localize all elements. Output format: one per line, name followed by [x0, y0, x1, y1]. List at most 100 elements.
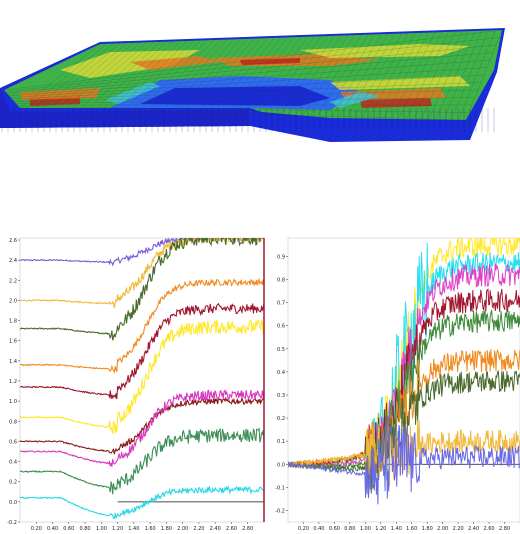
model-grid-line — [228, 37, 288, 114]
series-group — [20, 238, 264, 520]
model-grid-line — [175, 39, 241, 113]
model-grid-line — [168, 39, 235, 113]
y-tick-label: 0.5 — [277, 347, 285, 353]
model-grid-line — [9, 59, 491, 97]
x-tick-label: 1.00 — [360, 526, 371, 532]
x-tick-label: 2.80 — [499, 526, 510, 532]
series-line — [20, 427, 264, 495]
model-grid-line — [57, 42, 134, 110]
y-tick-label: 0.2 — [277, 416, 285, 422]
model-grid-line — [361, 33, 409, 118]
y-tick-label: 0.1 — [277, 439, 285, 445]
reservoir-grid-model — [0, 28, 505, 142]
model-grid-line — [421, 31, 462, 119]
model-property-patch — [330, 76, 470, 90]
x-tick-label: 2.00 — [437, 526, 448, 532]
x-tick-label: 0.20 — [31, 526, 42, 532]
model-grid-line — [242, 36, 302, 115]
model-grid-line — [272, 35, 328, 115]
x-tick-label: 0.60 — [329, 526, 340, 532]
x-tick-label: 2.60 — [226, 526, 237, 532]
series-line — [20, 389, 264, 467]
model-grid-line — [190, 38, 255, 113]
series-line — [20, 302, 264, 400]
model-grid-line — [287, 35, 342, 116]
x-tick-label: 0.80 — [344, 526, 355, 532]
x-tick-label: 1.40 — [391, 526, 402, 532]
model-property-patch — [330, 92, 380, 108]
chart-left: 2.62.42.22.01.81.61.41.21.00.80.60.40.20… — [7, 237, 265, 532]
model-grid-line — [109, 41, 181, 111]
series-line — [20, 277, 264, 374]
x-tick-label: 1.20 — [112, 526, 123, 532]
x-tick-label: 2.60 — [483, 526, 494, 532]
model-grid-line — [15, 97, 476, 104]
model-front-face — [0, 88, 250, 128]
y-tick-label: 0.3 — [277, 393, 285, 399]
model-grid-line — [332, 34, 382, 117]
model-property-patch — [20, 88, 100, 100]
x-tick-label: 0.40 — [313, 526, 324, 532]
model-grid-line — [6, 44, 497, 94]
model-grid-line — [94, 41, 168, 111]
model-grid-line — [71, 42, 148, 110]
y-tick-label: 1.8 — [9, 319, 17, 325]
model-grid-line — [309, 34, 362, 116]
model-grid-line — [49, 42, 127, 109]
model-grid-line — [413, 31, 456, 119]
model-grid-line — [10, 67, 488, 98]
y-tick-label: 0.4 — [9, 460, 17, 466]
y-tick-label: 0.0 — [9, 500, 17, 506]
y-tick-label: 0.9 — [277, 254, 285, 260]
y-tick-label: 0.8 — [277, 278, 285, 284]
model-grid-line — [7, 52, 494, 95]
model-grid-line — [280, 35, 335, 116]
x-tick-label: 0.80 — [79, 526, 90, 532]
y-tick-label: 0.0 — [277, 462, 285, 468]
y-tick-label: 1.6 — [9, 339, 17, 345]
model-grid-line — [3, 29, 503, 91]
model-grid-line — [153, 39, 221, 112]
y-tick-label: -0.2 — [7, 520, 17, 526]
series-group — [288, 238, 520, 505]
model-grid-line — [205, 38, 268, 114]
model-grid-line — [324, 34, 375, 117]
model-grid-line — [123, 40, 194, 111]
x-tick-label: 1.40 — [128, 526, 139, 532]
y-tick-label: 1.2 — [9, 379, 17, 385]
model-grid-line — [146, 39, 215, 112]
model-grid-line — [436, 30, 476, 120]
x-tick-label: 1.60 — [145, 526, 156, 532]
y-tick-label: -0.2 — [275, 508, 285, 514]
model-grid-line — [14, 89, 479, 103]
x-tick-label: 2.80 — [242, 526, 253, 532]
y-tick-label: 0.4 — [277, 370, 285, 376]
model-property-patch — [360, 98, 432, 108]
model-grid-line — [406, 31, 449, 119]
model-grid-line — [101, 41, 174, 111]
model-grid-line — [34, 43, 114, 109]
x-tick-label: 1.60 — [406, 526, 417, 532]
x-tick-label: 1.80 — [161, 526, 172, 532]
model-grid-line — [369, 32, 416, 118]
x-tick-label: 1.80 — [422, 526, 433, 532]
model-grid-line — [86, 41, 161, 110]
y-tick-label: 0.7 — [277, 301, 285, 307]
model-grid-line — [250, 36, 308, 115]
model-grid-line — [19, 43, 101, 109]
model-grid-line — [131, 40, 201, 112]
series-line — [288, 309, 520, 485]
x-tick-label: 0.40 — [47, 526, 58, 532]
model-grid-line — [18, 106, 470, 113]
x-tick-label: 2.20 — [453, 526, 464, 532]
y-tick-label: 2.0 — [9, 298, 17, 304]
y-tick-label: 0.8 — [9, 419, 17, 425]
y-tick-label: 2.6 — [9, 238, 17, 244]
x-tick-label: 2.40 — [210, 526, 221, 532]
model-grid-line — [443, 30, 483, 120]
model-grid-line — [302, 35, 355, 116]
y-tick-label: 2.4 — [9, 258, 17, 264]
model-grid-line — [257, 36, 315, 115]
model-grid-line — [5, 37, 500, 92]
